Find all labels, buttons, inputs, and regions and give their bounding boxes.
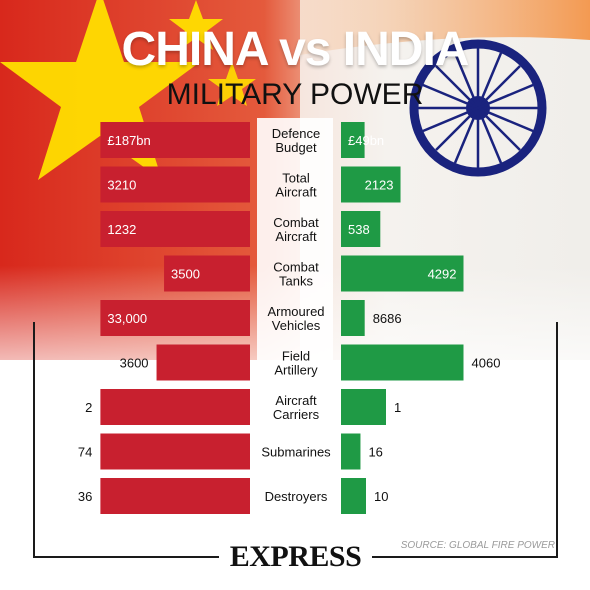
- category-label: Carriers: [273, 407, 320, 422]
- category-label: Defence: [272, 126, 320, 141]
- bar-china: [100, 211, 251, 247]
- data-label-india: 4060: [472, 356, 501, 371]
- data-label-china: 3210: [107, 178, 136, 193]
- bar-china: [164, 255, 250, 292]
- bar-india: [341, 122, 365, 158]
- bar-india: [341, 300, 365, 336]
- data-label-china: 33,000: [107, 311, 147, 326]
- bar-china: [100, 122, 251, 158]
- frame-line: [33, 322, 35, 558]
- data-label-india: 4292: [428, 267, 457, 282]
- data-label-china: 74: [78, 445, 92, 460]
- data-label-china: 1232: [107, 222, 136, 237]
- data-label-india: 2123: [365, 178, 394, 193]
- bar-india: [341, 344, 464, 381]
- bar-india: [341, 433, 361, 470]
- category-label: Aircraft: [275, 229, 317, 244]
- category-label: Budget: [275, 140, 317, 155]
- data-label-india: 538: [348, 222, 370, 237]
- brand-logo: EXPRESS: [229, 540, 362, 573]
- category-label: Artillery: [274, 363, 318, 378]
- category-label: Combat: [273, 215, 319, 230]
- bar-india: [341, 255, 464, 292]
- data-label-china: 36: [78, 489, 92, 504]
- category-label: Aircraft: [275, 185, 317, 200]
- page-subtitle: MILITARY POWER: [166, 78, 424, 111]
- data-label-india: £49bn: [348, 133, 384, 148]
- bar-india: [341, 211, 381, 247]
- frame-line: [33, 556, 219, 558]
- category-label: Tanks: [279, 274, 313, 289]
- category-label: Aircraft: [275, 393, 317, 408]
- bar-india: [341, 166, 401, 203]
- category-label: Total: [282, 171, 310, 186]
- bar-india: [341, 478, 366, 514]
- data-label-china: 2: [85, 400, 92, 415]
- frame-line: [372, 556, 558, 558]
- bar-china: [100, 300, 251, 336]
- bar-china: [100, 433, 251, 470]
- bar-china: [100, 478, 251, 514]
- data-label-india: 8686: [373, 311, 402, 326]
- category-label: Field: [282, 349, 310, 364]
- data-label-india: 1: [394, 400, 401, 415]
- category-label: Submarines: [261, 445, 331, 460]
- category-label: Armoured: [267, 304, 324, 319]
- data-label-china: 3500: [171, 267, 200, 282]
- category-label: Combat: [273, 260, 319, 275]
- bar-china: [156, 344, 250, 381]
- source-note: SOURCE: GLOBAL FIRE POWER: [400, 540, 555, 551]
- bar-china: [100, 166, 251, 203]
- data-label-china: £187bn: [107, 133, 150, 148]
- category-label: Vehicles: [272, 318, 321, 333]
- data-label-india: 16: [368, 445, 382, 460]
- data-label-china: 3600: [120, 356, 149, 371]
- frame-line: [556, 322, 558, 558]
- page-title: CHINA vs INDIA: [121, 23, 470, 76]
- bar-china: [100, 389, 251, 425]
- category-label: Destroyers: [265, 489, 328, 504]
- data-label-india: 10: [374, 489, 388, 504]
- bar-india: [341, 389, 386, 425]
